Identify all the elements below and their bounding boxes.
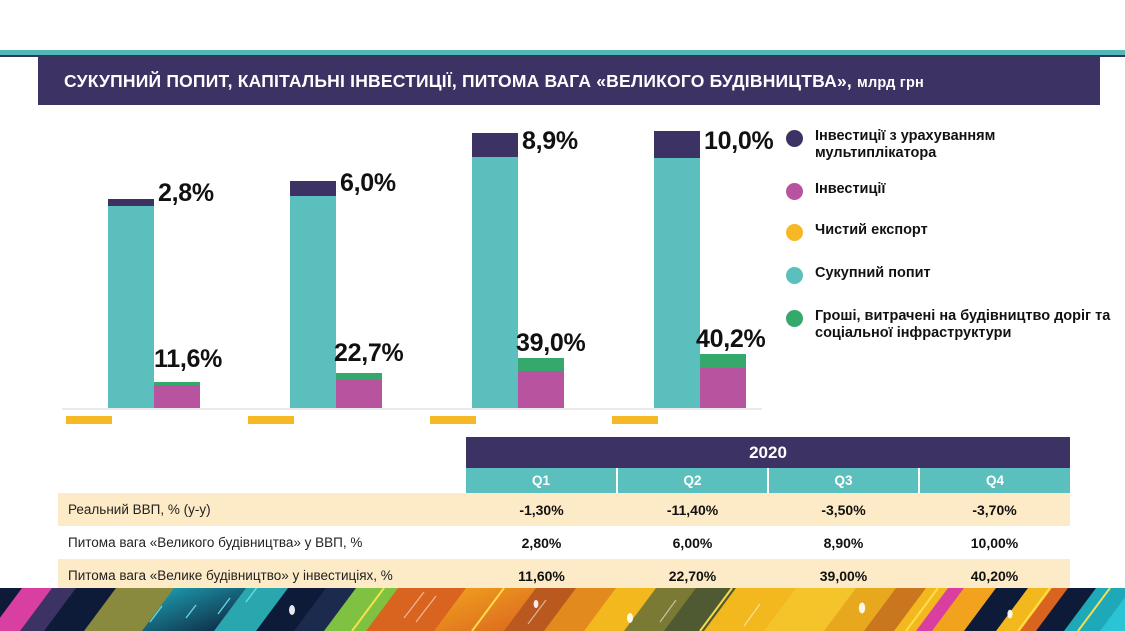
bar-chart: 2,8% 11,6% 6,0% 22,7% 8,9% 39,0% — [0, 110, 1125, 424]
top-dark-rule — [0, 55, 1125, 57]
bar-net-export-q3[interactable] — [430, 416, 476, 424]
bar-investments-q3[interactable] — [518, 358, 564, 408]
table-row: Питома вага «Велике будівництво» у інвес… — [58, 559, 1071, 592]
bar-aggregate-demand-q2[interactable] — [290, 181, 336, 408]
value-label-invest-q4: 40,2% — [696, 325, 766, 353]
legend-dot-icon-multiplier — [786, 130, 803, 147]
bar-aggregate-demand-q1[interactable] — [108, 199, 154, 408]
legend-dot-icon-roads — [786, 310, 803, 328]
page-title-main: СУКУПНИЙ ПОПИТ, КАПІТАЛЬНІ ІНВЕСТИЦІЇ, П… — [64, 70, 852, 91]
segment-invest-q2 — [336, 380, 382, 408]
value-label-demand-q1: 2,8% — [158, 179, 214, 207]
segment-multiplier-q3 — [472, 133, 518, 157]
table-cell-share-invest-q4: 40,20% — [919, 559, 1071, 592]
legend-label-roads: Гроші, витрачені на будівництво доріг та… — [815, 308, 1111, 342]
legend-dot-icon-aggregate-demand — [786, 267, 803, 285]
table-header-q3: Q3 — [768, 468, 920, 493]
legend-item-investments[interactable]: Інвестиції — [786, 181, 1116, 201]
chart-baseline — [62, 408, 762, 410]
value-label-demand-q3: 8,9% — [522, 127, 578, 155]
table-corner-cell-2 — [58, 468, 466, 493]
bar-group-q1: 2,8% 11,6% — [62, 118, 223, 424]
table-cell-share-gdp-q3: 8,90% — [768, 526, 919, 559]
legend-item-multiplier[interactable]: Інвестиції з урахуванням мультиплікатора — [786, 128, 1116, 162]
segment-multiplier-q2 — [290, 181, 336, 196]
table-cell-gdp-q2: -11,40% — [617, 493, 768, 526]
data-table: 2020 Q1 Q2 Q3 Q4 Реальний ВВП, % (у-у) -… — [58, 437, 1071, 592]
segment-roads-q3 — [518, 358, 564, 371]
value-label-invest-q3: 39,0% — [516, 329, 586, 357]
table-cell-share-gdp-q1: 2,80% — [466, 526, 617, 559]
legend-item-aggregate-demand[interactable]: Сукупний попит — [786, 265, 1116, 285]
bar-aggregate-demand-q4[interactable] — [654, 131, 700, 408]
segment-multiplier-q4 — [654, 131, 700, 158]
legend-item-net-export[interactable]: Чистий експорт — [786, 222, 1116, 242]
bar-investments-q4[interactable] — [700, 354, 746, 408]
bottom-decorative-band — [0, 588, 1125, 631]
chart-legend: Інвестиції з урахуванням мультиплікатора… — [786, 128, 1116, 342]
value-label-invest-q1: 11,6% — [154, 345, 223, 373]
segment-roads-q1 — [154, 382, 200, 385]
segment-demand-q1 — [108, 206, 154, 408]
table-row-label-share-gdp: Питома вага «Великого будівництва» у ВВП… — [58, 526, 466, 559]
segment-invest-q1 — [154, 385, 200, 408]
bar-aggregate-demand-q3[interactable] — [472, 133, 518, 408]
table-header-year: 2020 — [466, 437, 1071, 468]
table-cell-share-gdp-q4: 10,00% — [919, 526, 1071, 559]
legend-label-net-export: Чистий експорт — [815, 222, 928, 239]
legend-label-aggregate-demand: Сукупний попит — [815, 265, 931, 282]
bar-net-export-q1[interactable] — [66, 416, 112, 424]
segment-invest-q4 — [700, 368, 746, 408]
segment-demand-q4 — [654, 158, 700, 408]
table-cell-share-invest-q2: 22,70% — [617, 559, 768, 592]
bar-group-q2: 6,0% 22,7% — [244, 118, 404, 424]
segment-demand-q3 — [472, 157, 518, 408]
table-cell-gdp-q1: -1,30% — [466, 493, 617, 526]
legend-label-multiplier: Інвестиції з урахуванням мультиплікатора — [815, 128, 996, 162]
value-label-invest-q2: 22,7% — [334, 339, 404, 367]
bar-net-export-q2[interactable] — [248, 416, 294, 424]
table-header-year-row: 2020 — [58, 437, 1071, 468]
slide-title-bar: СУКУПНИЙ ПОПИТ, КАПІТАЛЬНІ ІНВЕСТИЦІЇ, П… — [38, 57, 1100, 105]
table-header-q2: Q2 — [617, 468, 769, 493]
decorative-stripes-graphic — [0, 588, 1125, 631]
segment-multiplier-q1 — [108, 199, 154, 206]
top-teal-rule — [0, 50, 1125, 55]
value-label-demand-q4: 10,0% — [704, 127, 774, 155]
table-cell-gdp-q4: -3,70% — [919, 493, 1071, 526]
legend-dot-icon-net-export — [786, 224, 803, 242]
segment-demand-q2 — [290, 196, 336, 408]
table-header-quarter-row: Q1 Q2 Q3 Q4 — [58, 468, 1071, 493]
bar-group-q4: 10,0% 40,2% — [608, 118, 774, 424]
table-row: Питома вага «Великого будівництва» у ВВП… — [58, 526, 1071, 559]
table-cell-share-invest-q3: 39,00% — [768, 559, 919, 592]
table-header-q1: Q1 — [466, 468, 618, 493]
table-header-q4: Q4 — [919, 468, 1071, 493]
segment-roads-q4 — [700, 354, 746, 368]
table-cell-share-gdp-q2: 6,00% — [617, 526, 768, 559]
bar-net-export-q4[interactable] — [612, 416, 658, 424]
bar-investments-q2[interactable] — [336, 373, 382, 408]
table-row-label-share-invest: Питома вага «Велике будівництво» у інвес… — [58, 559, 466, 592]
table-row: Реальний ВВП, % (у-у) -1,30% -11,40% -3,… — [58, 493, 1071, 526]
table-cell-gdp-q3: -3,50% — [768, 493, 919, 526]
segment-roads-q2 — [336, 373, 382, 380]
table-row-label-gdp: Реальний ВВП, % (у-у) — [58, 493, 466, 526]
bar-group-q3: 8,9% 39,0% — [426, 118, 586, 424]
legend-label-investments: Інвестиції — [815, 181, 886, 198]
value-label-demand-q2: 6,0% — [340, 169, 396, 197]
table-corner-cell — [58, 437, 466, 468]
page-title-suffix: млрд грн — [857, 74, 924, 91]
bar-investments-q1[interactable] — [154, 382, 200, 408]
page-title: СУКУПНИЙ ПОПИТ, КАПІТАЛЬНІ ІНВЕСТИЦІЇ, П… — [38, 71, 924, 92]
legend-dot-icon-investments — [786, 183, 803, 201]
segment-invest-q3 — [518, 371, 564, 408]
table-cell-share-invest-q1: 11,60% — [466, 559, 617, 592]
legend-item-roads[interactable]: Гроші, витрачені на будівництво доріг та… — [786, 308, 1116, 342]
